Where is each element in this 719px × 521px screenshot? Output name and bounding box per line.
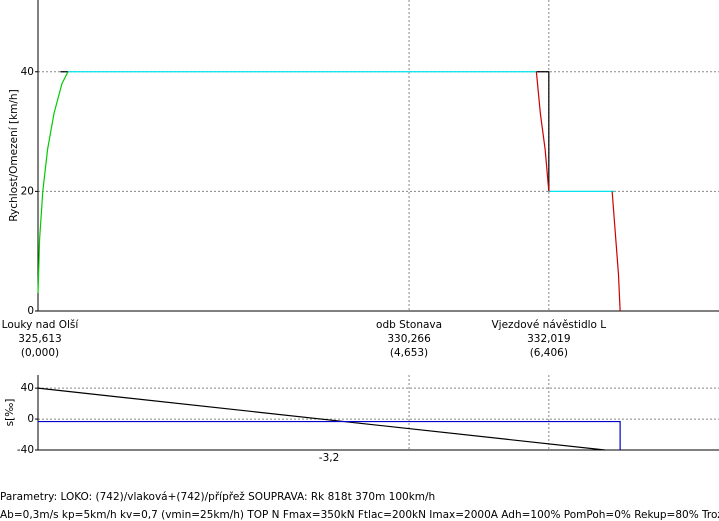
y-tick-label: 40 xyxy=(21,382,34,394)
series-line xyxy=(37,71,69,294)
series-line xyxy=(38,420,621,450)
station-name: odb Stonava xyxy=(376,319,442,331)
y-tick-label: 40 xyxy=(21,66,34,78)
station-distance: (0,000) xyxy=(21,347,59,359)
y-tick-label: 0 xyxy=(27,305,34,317)
parameters-line: Ab=0,3m/s kp=5km/h kv=0,7 (vmin=25km/h) … xyxy=(0,509,719,521)
station-km: 325,613 xyxy=(18,333,61,345)
station-km: 332,019 xyxy=(527,333,570,345)
series-line xyxy=(535,71,550,192)
series-line xyxy=(611,191,621,312)
y-tick-label: -40 xyxy=(17,444,34,456)
station-km: 330,266 xyxy=(387,333,431,345)
value-label: -3,2 xyxy=(319,452,340,464)
y-axis-label: s[‰] xyxy=(4,399,16,427)
series-line xyxy=(37,387,606,451)
station-distance: (6,406) xyxy=(530,347,568,359)
y-axis-label: Rychlost/Omezení [km/h] xyxy=(8,89,20,221)
station-name: Vjezdové návěstidlo L xyxy=(492,319,607,331)
y-tick-label: 0 xyxy=(27,413,34,425)
y-tick-label: 20 xyxy=(21,185,34,197)
station-name: Louky nad Olší xyxy=(2,319,80,331)
station-distance: (4,653) xyxy=(390,347,428,359)
series-line xyxy=(536,71,550,192)
parameters-line: Parametry: LOKO: (742)/vlaková+(742)/pří… xyxy=(0,491,435,503)
